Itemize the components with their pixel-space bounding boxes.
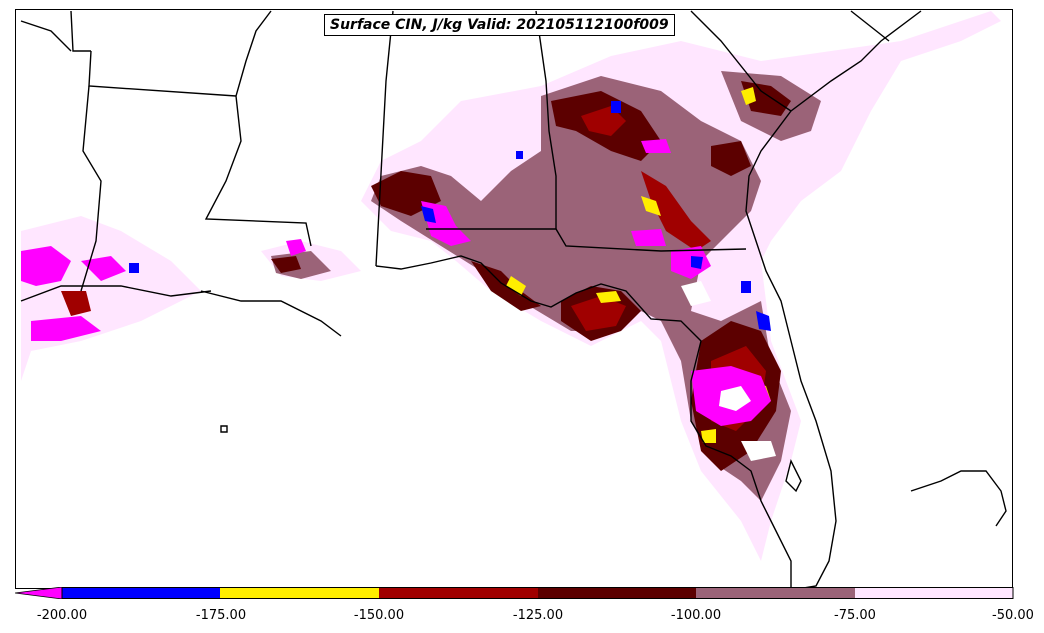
colorbar-bin-4 (538, 587, 696, 599)
colorbar (15, 587, 1014, 599)
colorbar-bin-5 (696, 587, 855, 599)
cin-fill-blue (129, 101, 771, 331)
colorbar-border (61, 587, 1014, 599)
colorbar-tick-label: -150.00 (353, 608, 405, 623)
colorbar-bin-2 (220, 587, 379, 599)
cin-map (20, 10, 1007, 588)
colorbar-tick-label: -125.00 (512, 608, 564, 623)
colorbar-bin-6 (855, 587, 1013, 599)
colorbar-tick-label: -100.00 (670, 608, 722, 623)
colorbar-bin-3 (379, 587, 538, 599)
colorbar-tick-label: -50.00 (992, 608, 1034, 623)
colorbar-tick-label: -200.00 (36, 608, 88, 623)
colorbar-tick-label: -175.00 (195, 608, 247, 623)
cin-fill-holes (681, 281, 776, 461)
colorbar-tick-label: -75.00 (834, 608, 876, 623)
colorbar-bin-1 (62, 587, 220, 599)
map-panel (15, 9, 1013, 589)
colorbar-extend-arrow (15, 587, 63, 599)
map-title: Surface CIN, J/kg Valid: 202105112100f00… (324, 14, 675, 36)
